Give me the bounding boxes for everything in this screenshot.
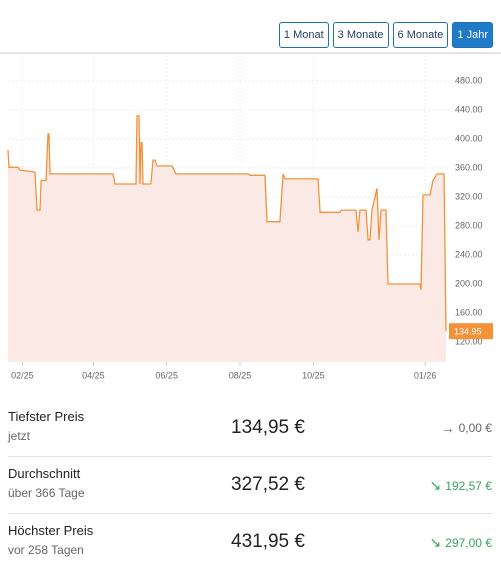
y-tick-label: 400.00 xyxy=(455,133,483,143)
stat-label: Tiefster Preis xyxy=(8,409,85,424)
stat-change: → 0,00 € xyxy=(441,420,492,436)
last-price-box xyxy=(449,323,493,340)
range-buttons: 1 Monat 3 Monate 6 Monate 1 Jahr xyxy=(278,22,493,48)
stat-row: Durchschnitt über 366 Tage 327,52 € ↘ 192… xyxy=(8,457,492,514)
y-tick-label: 200.00 xyxy=(455,278,483,288)
stat-row: Tiefster Preis jetzt 134,95 € → 0,00 € xyxy=(8,400,492,457)
arrow: ↘ xyxy=(429,477,442,493)
x-tick-label: 10/25 xyxy=(302,370,325,380)
last-price-label: 134.95 xyxy=(454,327,482,337)
stats: Tiefster Preis jetzt 134,95 € → 0,00 € Du… xyxy=(8,400,492,570)
change-text: 192,57 € xyxy=(445,478,492,493)
y-tick-label: 440.00 xyxy=(455,104,483,114)
y-tick-label: 320.00 xyxy=(455,191,483,201)
stat-sub: vor 258 Tagen xyxy=(8,543,84,557)
range-button[interactable]: 1 Jahr xyxy=(452,22,493,48)
x-tick-label: 04/25 xyxy=(82,370,105,380)
stat-label: Durchschnitt xyxy=(8,466,81,481)
x-tick-label: 01/26 xyxy=(414,370,437,380)
y-tick-label: 240.00 xyxy=(455,249,483,259)
stat-value: 327,52 € xyxy=(231,474,305,495)
stat-sub: jetzt xyxy=(8,429,31,443)
x-tick-label: 06/25 xyxy=(155,370,178,380)
price-area xyxy=(8,115,446,363)
stat-change: ↘ 297,00 € xyxy=(430,534,492,551)
change-text: 297,00 € xyxy=(445,535,492,550)
arrow: ↘ xyxy=(429,534,442,550)
x-tick-label: 02/25 xyxy=(11,370,34,380)
y-tick-label: 360.00 xyxy=(455,162,483,172)
range-button[interactable]: 1 Monat xyxy=(278,22,329,48)
stat-change: ↘ 192,57 € xyxy=(430,477,492,494)
stat-label: Höchster Preis xyxy=(8,523,94,538)
y-tick-label: 480.00 xyxy=(455,75,483,85)
arrow: → xyxy=(440,420,455,436)
chart: 480.00 440.00 400.00 360.00 320.00 280.00 240.… xyxy=(0,52,501,380)
range-button[interactable]: 3 Monate xyxy=(332,22,389,48)
y-tick-label: 120.00 xyxy=(455,336,483,346)
x-tick-label: 08/25 xyxy=(229,370,252,380)
y-tick-label: 280.00 xyxy=(455,220,483,230)
price-line xyxy=(7,115,447,332)
y-tick-label: 160.00 xyxy=(455,307,483,317)
stat-value: 134,95 € xyxy=(231,417,305,438)
stat-sub: über 366 Tage xyxy=(8,486,85,500)
change-text: 0,00 € xyxy=(458,421,492,435)
stat-row: Höchster Preis vor 258 Tagen 431,95 € ↘ 2… xyxy=(8,514,492,570)
range-button[interactable]: 6 Monate xyxy=(392,22,449,48)
stat-value: 431,95 € xyxy=(231,531,305,552)
